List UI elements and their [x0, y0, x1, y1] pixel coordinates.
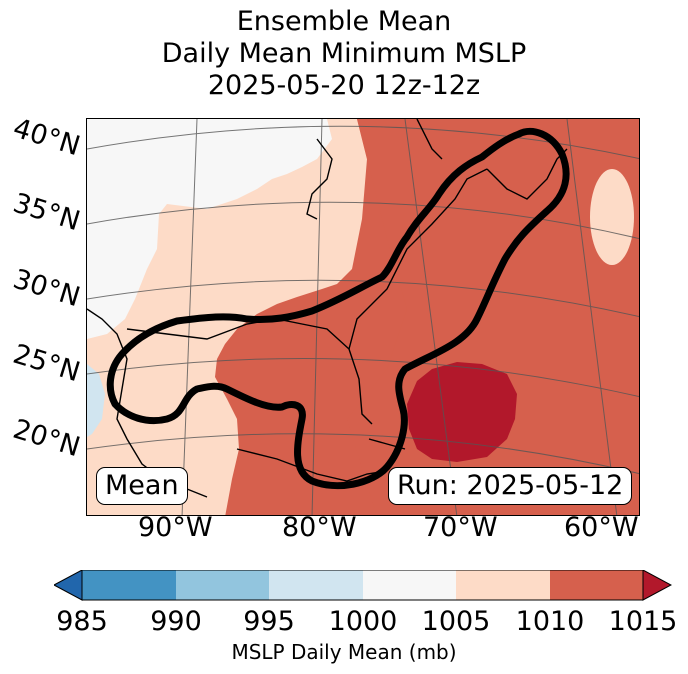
mslp-995-field [87, 364, 105, 437]
lon-label-90w: 90°W [138, 512, 213, 543]
map-canvas [87, 119, 639, 515]
mslp-1000-field-upper [197, 119, 292, 181]
colorbar-label: MSLP Daily Mean (mb) [231, 640, 457, 664]
colorbar-seg-1000 [363, 570, 456, 600]
lat-label-40: 40°N [9, 112, 84, 163]
lat-label-25: 25°N [9, 338, 84, 389]
colorbar-tick-1005: 1005 [421, 606, 491, 637]
colorbar-tick-1010: 1010 [515, 606, 585, 637]
lat-label-30: 30°N [9, 263, 84, 314]
colorbar-seg-995 [269, 570, 363, 600]
mslp-atlantic-high-blob [590, 169, 634, 265]
lat-label-35: 35°N [9, 187, 84, 238]
lon-label-70w: 70°W [423, 512, 498, 543]
mslp-1000-field [87, 119, 332, 339]
colorbar-tick-995: 995 [243, 606, 295, 637]
title-line-3: 2025-05-20 12z-12z [207, 70, 481, 101]
mslp-1015-core [407, 362, 517, 462]
colorbar-tick-985: 985 [56, 606, 108, 637]
colorbar-tick-1015: 1015 [608, 606, 678, 637]
lon-label-80w: 80°W [282, 512, 357, 543]
colorbar-extend-low [54, 570, 83, 601]
track-outline [106, 127, 570, 490]
colorbar-seg-990 [176, 570, 269, 600]
graticule [87, 119, 639, 515]
title-line-1: Ensemble Mean [236, 6, 452, 37]
colorbar-seg-1005 [456, 570, 550, 600]
lon-label-60w: 60°W [564, 512, 639, 543]
colorbar-tick-990: 990 [150, 606, 202, 637]
colorbar-seg-1010 [550, 570, 643, 600]
map-panel [86, 118, 640, 516]
colorbar-tick-1000: 1000 [328, 606, 398, 637]
colorbar-extend-high [642, 570, 672, 601]
title-line-2: Daily Mean Minimum MSLP [161, 38, 527, 69]
colorbar-seg-985 [82, 570, 176, 600]
run-label: Run: 2025-05-12 [388, 467, 633, 505]
colorbar [54, 570, 672, 601]
mean-label: Mean [96, 467, 188, 505]
lat-label-20: 20°N [9, 413, 84, 464]
